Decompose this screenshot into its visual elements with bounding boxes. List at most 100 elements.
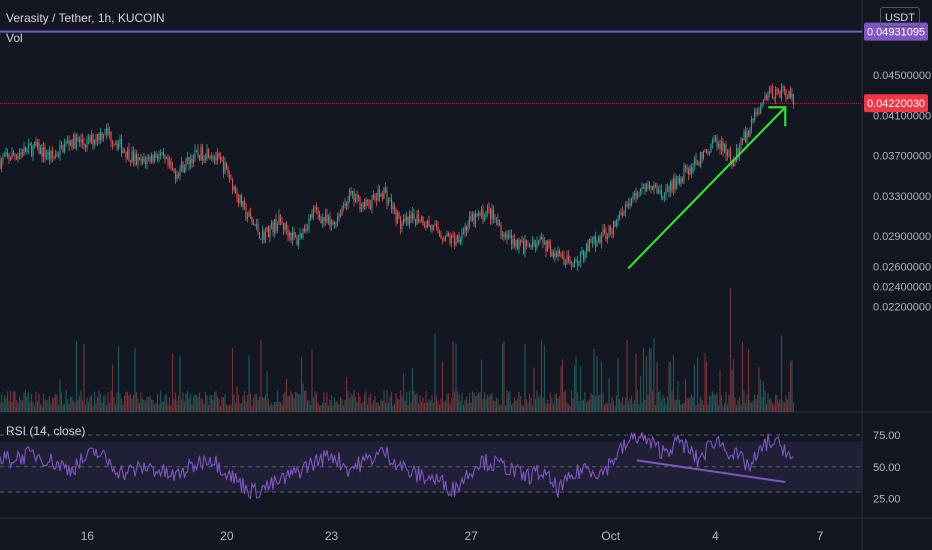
- candle-body: [321, 217, 324, 224]
- candle-body: [726, 152, 729, 156]
- volume-bar: [372, 400, 375, 412]
- candle-body: [179, 168, 181, 177]
- volume-bar: [650, 348, 652, 412]
- volume-bar: [687, 398, 690, 412]
- volume-bar: [500, 404, 502, 412]
- price-axis[interactable]: 0.04500000 0.04100000 0.03700000 0.03300000…: [873, 70, 931, 506]
- volume-bar: [423, 402, 426, 412]
- volume-bar: [38, 393, 40, 412]
- volume-bar: [147, 396, 150, 412]
- volume-bar: [264, 394, 267, 412]
- candle-body: [80, 139, 82, 143]
- candle-body: [734, 161, 736, 163]
- candle-body: [528, 245, 531, 247]
- volume-bar: [441, 361, 444, 412]
- candle-body: [600, 236, 603, 243]
- volume-bar: [660, 401, 663, 412]
- candle-body: [392, 205, 394, 210]
- candle-body: [36, 142, 39, 147]
- volume-bar: [710, 395, 712, 412]
- candle-body: [765, 95, 768, 101]
- candle-body: [278, 214, 280, 225]
- volume-bar: [203, 403, 205, 412]
- candle-body: [30, 145, 33, 156]
- candle-body: [444, 236, 447, 241]
- candle-body: [314, 207, 316, 209]
- volume-bar: [179, 355, 181, 412]
- candle-body: [405, 216, 408, 221]
- candle-body: [635, 192, 637, 198]
- volume-bar: [350, 393, 352, 412]
- volume-bar: [656, 361, 658, 412]
- candle-body: [3, 155, 6, 157]
- volume-bar: [482, 398, 484, 412]
- candle-body: [23, 147, 25, 156]
- candle-body: [228, 175, 231, 178]
- volume-bar: [444, 400, 447, 412]
- volume-bar: [752, 400, 754, 412]
- volume-bar: [218, 398, 220, 412]
- candle-body: [426, 220, 429, 228]
- candle-body: [485, 211, 487, 219]
- volume-bar: [390, 391, 393, 412]
- volume-bar: [213, 392, 216, 412]
- volume-bar: [474, 396, 477, 412]
- time-axis[interactable]: 16202327Oct47111418: [81, 529, 932, 543]
- candle-body: [138, 157, 141, 159]
- candle-body: [653, 184, 655, 190]
- candle-body: [663, 194, 666, 197]
- volume-bar: [168, 396, 171, 412]
- candle-body: [381, 193, 384, 200]
- volume-bar: [528, 393, 531, 412]
- candle-body: [630, 199, 633, 206]
- candle-body: [153, 153, 156, 161]
- volume-bar: [362, 401, 364, 412]
- volume-bar: [21, 400, 24, 412]
- candle-body: [560, 253, 562, 257]
- candle-body: [326, 214, 328, 223]
- volume-bar: [690, 393, 693, 412]
- candle-body: [677, 177, 679, 180]
- candle-body: [492, 209, 495, 219]
- volume-bar: [267, 398, 270, 412]
- volume-bar: [608, 378, 610, 412]
- volume-bar: [686, 397, 688, 412]
- volume-bar: [6, 391, 9, 412]
- volume-bar: [231, 348, 234, 412]
- candle-body: [219, 156, 222, 160]
- volume-bar: [98, 390, 100, 412]
- volume-bar: [756, 394, 759, 412]
- volume-bar: [173, 398, 175, 412]
- volume-bar: [767, 392, 769, 412]
- volume-bar: [677, 381, 679, 412]
- volume-bar: [735, 405, 738, 412]
- trend-arrow[interactable]: [627, 106, 787, 270]
- volume-bar: [251, 405, 253, 412]
- candle-body: [146, 157, 148, 164]
- candle-body: [368, 200, 370, 206]
- volume-bar: [399, 390, 402, 412]
- candle-body: [627, 203, 630, 207]
- volume-bar: [185, 393, 187, 412]
- candle-body: [161, 152, 163, 155]
- volume-bar: [620, 403, 622, 412]
- volume-bar: [143, 399, 145, 412]
- horizontal-lines[interactable]: [0, 30, 862, 104]
- currency-button[interactable]: USDT: [880, 7, 920, 27]
- volume-bar: [786, 399, 789, 412]
- candle-body: [29, 143, 31, 146]
- candle-body: [521, 240, 523, 243]
- volume-bar: [90, 395, 93, 412]
- candle-body: [489, 208, 492, 220]
- volume-bar: [548, 403, 550, 412]
- candle-body: [221, 159, 223, 162]
- volume-bar: [617, 358, 619, 412]
- volume-bar: [632, 403, 634, 412]
- candle-body: [8, 154, 10, 159]
- candle-body: [107, 128, 109, 134]
- volume-bar: [383, 390, 385, 412]
- candle-body: [716, 137, 718, 147]
- volume-bar: [728, 395, 730, 412]
- volume-bar: [353, 390, 355, 412]
